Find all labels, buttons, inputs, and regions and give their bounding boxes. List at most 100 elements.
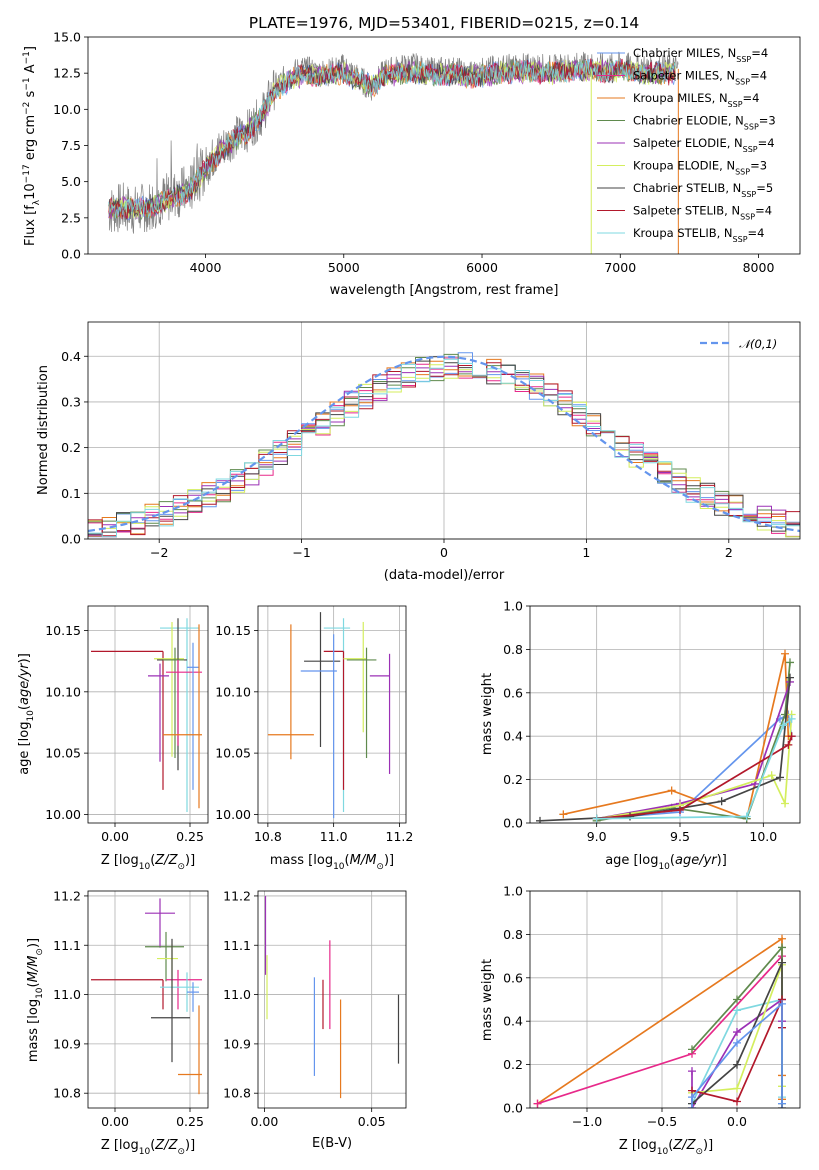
weight-marker [688, 1067, 696, 1076]
age-metallicity-panel-frame [87, 605, 209, 824]
x-tick-label: 10.0 [749, 829, 777, 844]
error-bar-point [157, 943, 178, 989]
y-axis-label: mass weight [480, 959, 495, 1041]
normal-reference-curve [88, 355, 800, 533]
x-tick-label: 0.0 [727, 1114, 747, 1129]
y-tick-label: 0.8 [503, 927, 523, 942]
weight-marker [536, 816, 544, 823]
x-tick-label: −1 [292, 545, 310, 560]
age-mass-panel-marks [267, 612, 391, 819]
weight-marker [733, 1038, 741, 1047]
x-tick-label: 1 [582, 545, 590, 560]
residual-histogram-panel-marks [88, 352, 800, 538]
mass-weight-age-panel-ticks: 9.0 9.5 10.0 0.0 0.2 0.4 0.6 0.8 1.0 [503, 599, 777, 845]
y-tick-label: 11.0 [53, 987, 81, 1002]
weight-marker [778, 943, 786, 952]
mass-weight-age-panel-grid [530, 605, 800, 824]
mass-weight-metallicity-panel-grid [530, 890, 800, 1109]
x-tick-label: 11.0 [320, 829, 348, 844]
weight-marker [717, 797, 726, 806]
legend-entry: Salpeter ELODIE, NSSP=4 [633, 136, 775, 154]
age-metallicity-panel: 0.00 0.25 10.00 10.05 10.10 10.15 [45, 605, 209, 844]
y-tick-label: 10.15 [215, 623, 251, 638]
weight-line [596, 718, 793, 820]
legend-entry: Chabrier STELIB, NSSP=5 [633, 181, 773, 199]
y-tick-label: 10.00 [215, 807, 251, 822]
error-bar-point [343, 621, 367, 733]
error-bar-point [187, 982, 199, 1012]
error-bar-point [148, 663, 169, 762]
weight-marker [533, 1099, 542, 1108]
y-tick-label: 12.5 [53, 66, 81, 81]
age-mass-panel-frame [257, 605, 407, 824]
y-tick-label: 11.2 [53, 888, 81, 903]
error-bar-point [323, 618, 351, 812]
y-tick-label: 0.6 [503, 970, 523, 985]
model-spectrum-8 [108, 59, 676, 219]
weight-marker [733, 995, 741, 1004]
mass-extinction-panel-frame [257, 890, 407, 1109]
weight-marker [779, 721, 788, 730]
legend-entry: 𝒩(0,1) [739, 337, 777, 351]
y-tick-label: 10.00 [45, 807, 81, 822]
y-tick-label: 0.0 [61, 247, 81, 262]
mass-metallicity-panel-ticks: 0.00 0.25 10.8 10.9 11.0 11.1 11.2 [53, 888, 204, 1129]
y-axis-label: Flux [fλ10−17 erg cm−2 s−1 A−1] [22, 46, 42, 246]
x-tick-label: 0.00 [251, 1114, 279, 1129]
y-tick-label: 10.0 [53, 102, 81, 117]
weight-marker [786, 658, 794, 667]
mass-weight-age-panel-marks [536, 649, 796, 823]
x-tick-label: 0 [440, 545, 448, 560]
y-tick-label: 0.4 [503, 729, 523, 744]
mass-weight-age-panel-frame [529, 605, 801, 824]
y-tick-label: 10.10 [215, 684, 251, 699]
weight-series-8 [688, 999, 786, 1108]
x-axis-label: wavelength [Angstrom, rest frame] [330, 283, 559, 298]
residual-histogram-panel-frame [87, 321, 801, 540]
weight-marker [733, 1060, 741, 1069]
weight-marker [688, 1093, 696, 1102]
y-tick-label: 10.9 [223, 1036, 251, 1051]
model-spectrum-6 [108, 59, 676, 220]
weight-marker [787, 732, 796, 741]
weight-line [596, 714, 793, 820]
mass-metallicity-panel-marks [91, 898, 202, 1095]
x-tick-label: 2 [725, 545, 733, 560]
y-tick-label: 10.05 [45, 746, 81, 761]
error-bar-point [300, 634, 337, 819]
age-metallicity-panel-marks [91, 618, 202, 812]
mass-metallicity-panel-grid [88, 891, 208, 1108]
weight-marker [626, 812, 634, 821]
weight-line [539, 677, 791, 822]
weight-marker [778, 934, 786, 943]
x-tick-label: 10.8 [254, 829, 282, 844]
y-tick-label: 1.0 [503, 884, 523, 899]
y-axis-label: age [log10(age/yr)] [17, 653, 36, 775]
y-tick-label: 5.0 [61, 174, 81, 189]
x-tick-label: 0.05 [358, 1114, 386, 1129]
y-tick-label: 11.2 [223, 888, 251, 903]
error-bar-point [163, 647, 184, 759]
legend-entry: Chabrier MILES, NSSP=4 [633, 46, 768, 64]
weight-marker [733, 1028, 741, 1037]
error-bar-point [160, 618, 199, 812]
mass-extinction-panel-marks [264, 895, 400, 1099]
x-tick-label: 8000 [743, 260, 775, 275]
x-axis-label: Z [log10(Z/Z⊙)] [101, 1138, 195, 1157]
mass-weight-metallicity-panel-marks [533, 934, 786, 1108]
weight-marker [778, 958, 786, 967]
legend-entry: Chabrier ELODIE, NSSP=3 [633, 114, 776, 132]
y-axis-label: mass weight [480, 673, 495, 755]
error-bar-point [145, 898, 175, 948]
x-tick-label: 0.25 [176, 1114, 204, 1129]
y-tick-label: 0.4 [503, 1014, 523, 1029]
y-tick-label: 10.8 [53, 1086, 81, 1101]
y-tick-label: 10.8 [223, 1086, 251, 1101]
weight-marker [592, 814, 601, 823]
y-tick-label: 0.4 [61, 349, 81, 364]
weight-series-5 [536, 673, 794, 823]
x-axis-label: (data-model)/error [384, 568, 505, 583]
y-tick-label: 0.2 [503, 1057, 523, 1072]
error-bar-point [151, 938, 190, 1063]
spectrum-panel-marks [108, 51, 679, 254]
